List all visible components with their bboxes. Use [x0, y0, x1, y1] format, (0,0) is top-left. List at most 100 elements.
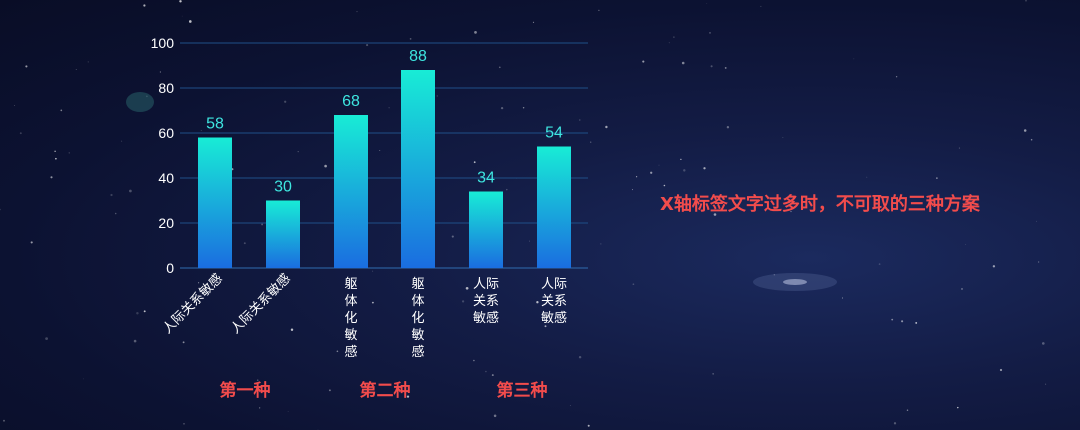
star: [710, 65, 713, 68]
y-tick-label: 60: [158, 125, 174, 141]
x-tick-label: 人际关系敏感: [473, 277, 499, 326]
star: [356, 11, 358, 13]
star: [284, 100, 287, 103]
star: [1045, 383, 1047, 385]
star: [713, 213, 717, 216]
star: [287, 410, 289, 412]
star: [473, 359, 475, 362]
star: [726, 126, 730, 129]
star: [0, 208, 1, 211]
star: [486, 317, 489, 319]
star: [336, 350, 339, 353]
star: [598, 9, 600, 12]
star: [536, 301, 539, 304]
star: [853, 58, 855, 60]
star: [600, 243, 602, 245]
star: [992, 265, 996, 268]
star: [773, 274, 775, 276]
star: [841, 297, 844, 299]
star: [506, 188, 508, 191]
star: [451, 235, 454, 238]
star: [522, 107, 525, 109]
data-label: 88: [409, 48, 427, 65]
star: [114, 212, 117, 215]
star: [999, 368, 1003, 372]
star: [760, 5, 762, 7]
bar: [334, 115, 368, 268]
star: [878, 263, 881, 265]
star: [491, 374, 494, 377]
star: [75, 69, 77, 70]
star: [790, 211, 792, 213]
star: [706, 2, 708, 4]
star: [19, 132, 22, 135]
star: [642, 60, 645, 63]
data-labels: 58 30 68 88 34 54: [206, 48, 563, 196]
star: [68, 152, 70, 154]
star: [328, 389, 331, 392]
galaxy: [753, 273, 837, 291]
star: [388, 107, 390, 109]
star: [680, 158, 682, 161]
star: [366, 44, 369, 47]
star: [632, 189, 633, 191]
star: [159, 71, 161, 73]
star: [958, 147, 960, 149]
star: [14, 105, 15, 106]
star: [901, 320, 904, 323]
star: [198, 282, 200, 284]
star: [136, 311, 139, 315]
star: [243, 242, 246, 245]
star: [1037, 261, 1040, 263]
star: [297, 150, 299, 153]
star: [143, 4, 146, 7]
star: [485, 370, 487, 373]
star: [188, 20, 192, 23]
star: [703, 167, 706, 170]
group-label-second: 第二种: [359, 381, 411, 401]
bars: [198, 70, 571, 268]
data-label: 54: [545, 125, 563, 142]
star: [532, 21, 535, 24]
star: [121, 140, 123, 142]
star: [663, 184, 666, 187]
star: [256, 379, 259, 382]
star: [30, 241, 33, 244]
star: [1023, 129, 1027, 132]
galaxy-core: [783, 279, 807, 285]
star: [965, 244, 967, 245]
star: [658, 164, 660, 166]
y-tick-label: 20: [158, 215, 174, 231]
gridlines: [180, 42, 588, 269]
star: [379, 150, 381, 151]
star: [587, 424, 590, 427]
star: [936, 177, 938, 179]
x-tick-label: 人际关系敏感: [541, 277, 567, 326]
star: [529, 240, 531, 242]
star: [54, 150, 56, 152]
star: [133, 339, 137, 343]
star: [179, 0, 182, 3]
star: [724, 66, 727, 69]
star: [1041, 342, 1045, 345]
star: [50, 176, 53, 179]
data-label: 30: [274, 179, 292, 196]
star: [493, 414, 497, 418]
star: [324, 164, 327, 168]
star: [712, 373, 714, 375]
star: [866, 176, 868, 178]
star: [110, 193, 113, 197]
x-tick-label: 人际关系敏感: [159, 271, 225, 337]
star: [569, 405, 571, 406]
star: [200, 130, 202, 132]
star: [500, 106, 504, 110]
star: [579, 119, 581, 121]
star: [632, 283, 635, 286]
star: [590, 141, 592, 143]
star: [55, 157, 57, 160]
star: [261, 223, 264, 226]
star: [668, 42, 670, 44]
star: [635, 176, 638, 178]
